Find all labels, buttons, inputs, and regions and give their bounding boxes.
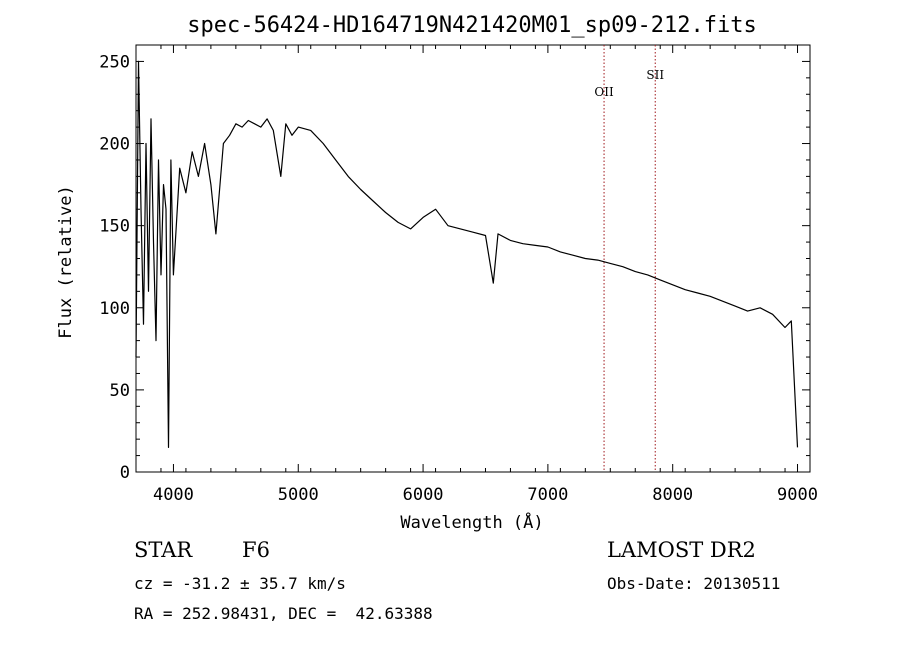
spectrum-chart: spec-56424-HD164719N421420M01_sp09-212.f… [56, 13, 818, 533]
chart-title: spec-56424-HD164719N421420M01_sp09-212.f… [187, 13, 757, 38]
x-tick-label: 7000 [527, 485, 568, 505]
object-type: STAR [134, 538, 193, 562]
x-tick-label: 6000 [403, 485, 444, 505]
series-group [135, 60, 799, 448]
emission-line-markers: OII SII [594, 45, 664, 472]
x-axis-label: Wavelength (Å) [400, 511, 543, 533]
y-tick-label: 250 [99, 52, 130, 72]
plot-frame [135, 44, 811, 473]
y-tick-label: 150 [99, 217, 130, 237]
y-tick-label: 200 [99, 135, 130, 155]
line-label-sii: SII [646, 68, 664, 82]
spectral-subclass: F6 [242, 538, 270, 562]
survey-name: LAMOST DR2 [607, 538, 756, 562]
series-line-spectrum [135, 60, 799, 448]
x-tick-label: 4000 [153, 485, 194, 505]
x-tick-label: 9000 [777, 485, 818, 505]
y-tick-label: 50 [110, 381, 130, 401]
x-tick-label: 8000 [652, 485, 693, 505]
observation-date: Obs-Date: 20130511 [607, 574, 781, 593]
axes: 4000 5000 6000 7000 8000 9000 0 50 100 150 200 250 [99, 44, 818, 505]
x-tick-label: 5000 [278, 485, 319, 505]
line-label-oii: OII [594, 85, 614, 99]
redshift-readout: cz = -31.2 ± 35.7 km/s [134, 574, 346, 593]
coordinates: RA = 252.98431, DEC = 42.63388 [134, 604, 433, 623]
y-axis-label: Flux (relative) [56, 185, 76, 339]
y-tick-label: 0 [120, 463, 130, 483]
y-tick-label: 100 [99, 299, 130, 319]
